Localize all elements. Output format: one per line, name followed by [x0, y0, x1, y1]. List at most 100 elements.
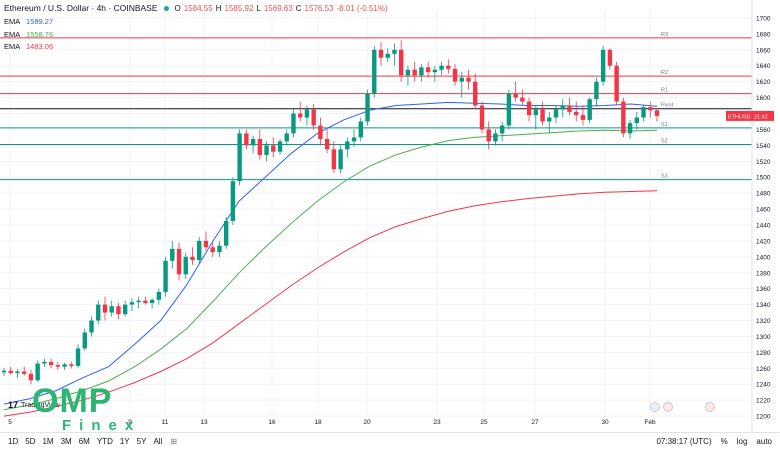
timeframe-5y[interactable]: 5Y — [136, 437, 147, 446]
ema-legend: EMA 1589.27 EMA 1558.76 EMA 1483.06 — [4, 16, 53, 54]
candle-body — [385, 53, 390, 58]
timeframe-1y[interactable]: 1Y — [119, 437, 130, 446]
candle-body — [540, 109, 545, 122]
candle-body — [197, 240, 202, 261]
candle-body — [506, 93, 512, 126]
economic-events-2[interactable] — [705, 402, 715, 412]
price-tick-label: 1620 — [756, 79, 771, 86]
pivot-level-label: Pivot — [661, 103, 674, 109]
timeframe-1d[interactable]: 1D — [8, 437, 19, 446]
percent-toggle[interactable]: % — [720, 437, 728, 446]
ema-value: 1589.27 — [26, 17, 54, 26]
price-tick-label: 1480 — [756, 191, 771, 198]
candle-body — [183, 256, 188, 275]
candle-body — [122, 304, 128, 315]
time-tick-label: 30 — [601, 419, 609, 426]
candle-body — [136, 300, 141, 303]
ema-legend-row[interactable]: EMA 1558.76 — [4, 29, 53, 42]
candle-body — [446, 65, 451, 69]
candle-body — [634, 117, 640, 124]
candle-body — [109, 306, 114, 313]
candle-body — [250, 138, 256, 146]
ohlc-high: 1585.92 — [224, 3, 254, 13]
time-tick-label: 18 — [314, 419, 322, 426]
ohlc-open: 1584.55 — [183, 3, 213, 13]
price-tick-label: 1460 — [756, 207, 771, 214]
candle-body — [170, 248, 175, 261]
price-tick-label: 1420 — [756, 238, 771, 245]
time-tick-label: 27 — [531, 419, 539, 426]
timeframe-buttons: 1D 5D 1M 3M 6M YTD 1Y 5Y All — [8, 437, 162, 446]
price-tick-label: 1280 — [756, 350, 771, 357]
clock[interactable]: 07:38:17 (UTC) — [656, 437, 712, 446]
timeframe-1m[interactable]: 1M — [42, 437, 54, 446]
price-tick-label: 1660 — [756, 47, 771, 54]
ohlc-low: 1569.63 — [263, 3, 293, 13]
timeframe-ytd[interactable]: YTD — [96, 437, 113, 446]
candle-body — [479, 105, 485, 130]
candle-body — [499, 125, 505, 134]
candle-body — [627, 123, 633, 134]
candle-body — [8, 370, 13, 374]
event-flag-icon[interactable] — [650, 402, 660, 412]
log-toggle[interactable]: log — [736, 437, 748, 446]
candle-body — [452, 68, 458, 82]
economic-events[interactable] — [650, 402, 673, 412]
candle-body — [116, 306, 121, 315]
price-tick-label: 1520 — [756, 159, 771, 166]
candle-body — [284, 133, 289, 142]
event-flag-icon[interactable] — [663, 402, 673, 412]
auto-toggle[interactable]: auto — [756, 437, 772, 446]
candle-body — [96, 304, 101, 321]
omp-finex-watermark: OMP Finex — [32, 382, 152, 452]
candle-body — [378, 49, 384, 58]
tradingview-text: TradingView — [21, 401, 60, 409]
candle-body — [304, 109, 310, 118]
candle-body — [459, 77, 464, 82]
candle-body — [210, 247, 215, 253]
candles — [1, 40, 660, 385]
candle-body — [75, 348, 81, 366]
time-tick-label: 5 — [8, 419, 12, 426]
price-tick-label: 1360 — [756, 286, 771, 293]
candle-body — [244, 133, 249, 146]
price-tick-label: 1680 — [756, 31, 771, 38]
candle-body — [607, 49, 613, 66]
candle-body — [473, 81, 478, 106]
timeframe-all[interactable]: All — [153, 437, 163, 446]
ema-line — [3, 129, 658, 411]
candle-body — [129, 302, 135, 305]
candle-body — [143, 300, 148, 304]
candle-body — [69, 364, 74, 366]
candle-body — [102, 304, 108, 313]
date-range-icon[interactable]: ⊞ — [170, 437, 178, 446]
price-tick-label: 1500 — [756, 175, 771, 182]
timeframe-6m[interactable]: 6M — [78, 437, 90, 446]
ema-legend-row[interactable]: EMA 1483.06 — [4, 41, 53, 54]
price-tag-time: 21:42 — [754, 114, 768, 120]
ema-legend-row[interactable]: EMA 1589.27 — [4, 16, 53, 29]
market-status-dot — [163, 5, 169, 11]
symbol-tag-label: ETHUSD — [728, 114, 751, 120]
time-tick-label: 20 — [363, 419, 371, 426]
price-tick-label: 1300 — [756, 334, 771, 341]
symbol-title[interactable]: Ethereum / U.S. Dollar · 4h · COINBASE — [4, 3, 158, 13]
candle-body — [567, 105, 572, 112]
candle-body — [600, 49, 606, 82]
candle-body — [89, 320, 94, 333]
candle-body — [405, 69, 411, 76]
us-flag-icon[interactable] — [705, 402, 715, 412]
candle-body — [176, 248, 182, 275]
candle-body — [493, 133, 498, 142]
price-tick-label: 1220 — [756, 398, 771, 405]
tradingview-logo[interactable]: 17 TradingView — [8, 400, 60, 410]
candle-body — [217, 245, 222, 253]
candle-body — [230, 181, 236, 221]
candle-body — [351, 137, 357, 142]
ema-label: EMA — [4, 42, 21, 51]
ohlc-close: 1576.53 — [304, 3, 334, 13]
timeframe-5d[interactable]: 5D — [25, 437, 36, 446]
timeframe-3m[interactable]: 3M — [60, 437, 72, 446]
candle-body — [392, 49, 397, 54]
